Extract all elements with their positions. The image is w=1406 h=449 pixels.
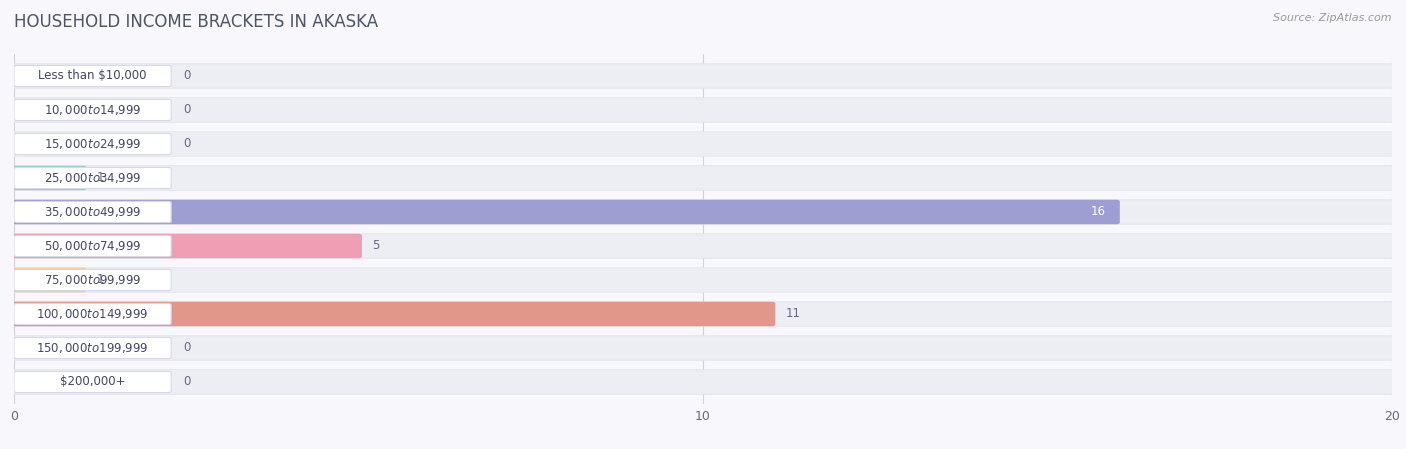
- Text: $50,000 to $74,999: $50,000 to $74,999: [44, 239, 142, 253]
- FancyBboxPatch shape: [14, 99, 172, 120]
- FancyBboxPatch shape: [11, 268, 1395, 292]
- FancyBboxPatch shape: [11, 166, 86, 190]
- FancyBboxPatch shape: [11, 302, 1395, 326]
- FancyBboxPatch shape: [14, 304, 172, 325]
- FancyBboxPatch shape: [11, 132, 1395, 156]
- Text: $25,000 to $34,999: $25,000 to $34,999: [44, 171, 142, 185]
- FancyBboxPatch shape: [11, 200, 1119, 224]
- Text: $75,000 to $99,999: $75,000 to $99,999: [44, 273, 142, 287]
- Text: 1: 1: [97, 273, 104, 286]
- Text: 1: 1: [97, 172, 104, 185]
- FancyBboxPatch shape: [11, 234, 361, 258]
- Text: 0: 0: [183, 137, 190, 150]
- FancyBboxPatch shape: [11, 64, 1395, 88]
- Text: 0: 0: [183, 103, 190, 116]
- Text: 11: 11: [786, 308, 800, 321]
- FancyBboxPatch shape: [11, 234, 1395, 258]
- Text: 0: 0: [183, 375, 190, 388]
- FancyBboxPatch shape: [14, 133, 172, 154]
- FancyBboxPatch shape: [14, 338, 172, 359]
- Text: 5: 5: [373, 239, 380, 252]
- FancyBboxPatch shape: [11, 200, 1395, 224]
- Text: 16: 16: [1091, 206, 1107, 219]
- FancyBboxPatch shape: [14, 269, 172, 291]
- FancyBboxPatch shape: [11, 370, 1395, 394]
- FancyBboxPatch shape: [14, 235, 172, 256]
- Text: Less than $10,000: Less than $10,000: [38, 70, 146, 83]
- FancyBboxPatch shape: [11, 166, 1395, 190]
- Text: $10,000 to $14,999: $10,000 to $14,999: [44, 103, 142, 117]
- FancyBboxPatch shape: [14, 66, 172, 87]
- Text: $15,000 to $24,999: $15,000 to $24,999: [44, 137, 142, 151]
- Text: $200,000+: $200,000+: [60, 375, 125, 388]
- FancyBboxPatch shape: [14, 167, 172, 189]
- Text: HOUSEHOLD INCOME BRACKETS IN AKASKA: HOUSEHOLD INCOME BRACKETS IN AKASKA: [14, 13, 378, 31]
- Text: $150,000 to $199,999: $150,000 to $199,999: [37, 341, 149, 355]
- FancyBboxPatch shape: [14, 371, 172, 392]
- Text: $35,000 to $49,999: $35,000 to $49,999: [44, 205, 142, 219]
- FancyBboxPatch shape: [11, 98, 1395, 122]
- Text: $100,000 to $149,999: $100,000 to $149,999: [37, 307, 149, 321]
- FancyBboxPatch shape: [11, 302, 775, 326]
- FancyBboxPatch shape: [11, 268, 86, 292]
- FancyBboxPatch shape: [11, 336, 1395, 360]
- Text: Source: ZipAtlas.com: Source: ZipAtlas.com: [1274, 13, 1392, 23]
- FancyBboxPatch shape: [14, 202, 172, 223]
- Text: 0: 0: [183, 342, 190, 355]
- Text: 0: 0: [183, 70, 190, 83]
